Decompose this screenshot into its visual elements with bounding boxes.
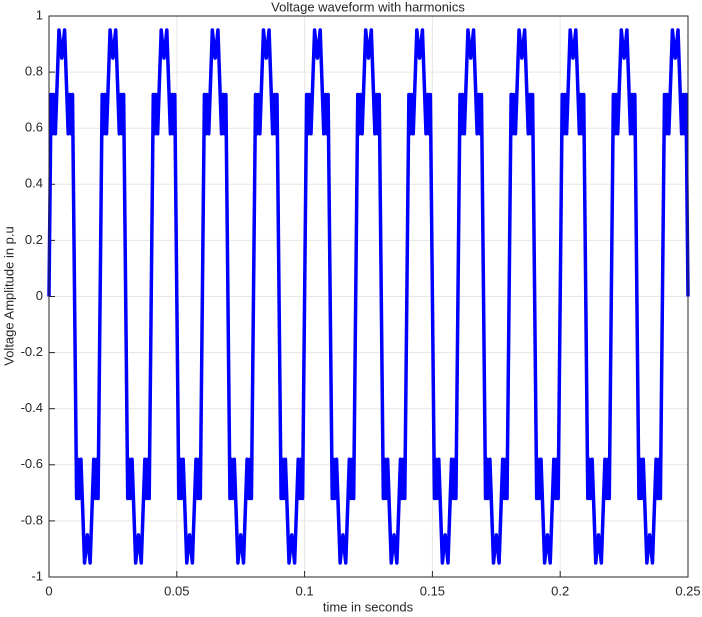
y-tick-label: -0.4 [21,400,43,415]
x-tick-label: 0.2 [551,583,569,598]
y-tick-label: 0.6 [25,120,43,135]
plot-frame [48,15,689,578]
series-line [47,28,690,565]
y-tick-label: 0.2 [25,232,43,247]
x-axis-label: time in seconds [323,599,414,614]
y-tick-label: 1 [36,7,43,22]
x-tick-label: 0.1 [296,583,314,598]
x-tick-label: 0.15 [420,583,445,598]
chart-title: Voltage waveform with harmonics [271,0,465,14]
y-tick-label: -1 [31,568,43,583]
x-tick-label: 0.25 [675,583,700,598]
y-tick-label: -0.8 [21,512,43,527]
x-tick-label: 0.05 [164,583,189,598]
y-tick-label: 0.4 [25,176,43,191]
x-tick-label: 0 [45,583,52,598]
y-tick-label: 0.8 [25,64,43,79]
y-tick-label: -0.6 [21,456,43,471]
y-tick-label: -0.2 [21,344,43,359]
y-axis-label: Voltage Amplitude in p.u [1,226,16,366]
y-tick-label: 0 [36,288,43,303]
